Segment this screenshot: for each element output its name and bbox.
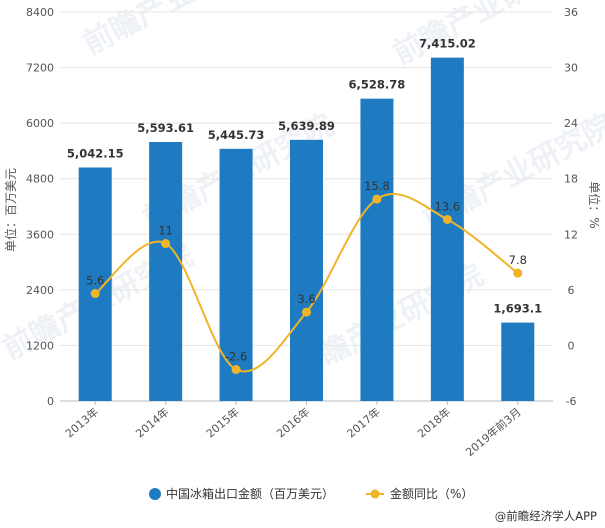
- y-right-tick-label: 0: [568, 339, 575, 352]
- x-tick-label: 2013年: [62, 405, 101, 441]
- y-right-tick-label: 24: [564, 117, 578, 130]
- y-left-tick-label: 0: [47, 395, 54, 408]
- y-right-tick-label: 6: [568, 284, 575, 297]
- bar: [78, 167, 112, 401]
- x-axis: 2013年 2014年 2015年 2016年 2017年 2018年 2019年前3月: [62, 401, 524, 459]
- line-data-label: 11: [158, 224, 173, 238]
- y-axis-left-title: 单位：百万美元: [3, 168, 18, 252]
- bar-data-label: 1,693.1: [493, 302, 542, 316]
- line-point: [442, 214, 452, 224]
- x-tick-label: 2018年: [414, 405, 453, 441]
- line-point: [513, 268, 523, 278]
- y-left-tick-label: 8400: [26, 6, 54, 19]
- line-data-label: 5.6: [86, 274, 104, 288]
- bar-data-label: 5,445.73: [208, 128, 265, 142]
- line-point: [231, 365, 241, 375]
- x-tick-label: 2015年: [203, 405, 242, 441]
- watermark-text: 前瞻产业研究院: [387, 0, 589, 72]
- bar-series: [78, 57, 535, 402]
- bar: [430, 57, 464, 402]
- y-axis-right-title: 单位：%: [587, 181, 602, 228]
- x-tick-label: 2017年: [344, 405, 383, 441]
- y-left-tick-label: 3600: [26, 228, 54, 241]
- line-point: [90, 289, 100, 299]
- y-left-tick-label: 2400: [26, 284, 54, 297]
- line-point: [302, 307, 311, 317]
- bar: [360, 98, 394, 401]
- line-data-label: 7.8: [509, 253, 527, 267]
- bar: [290, 139, 323, 401]
- bar-data-labels: 5,042.15 5,593.61 5,445.73 5,639.89 6,528.78…: [67, 37, 542, 316]
- line-data-label: 15.8: [364, 179, 390, 193]
- x-tick-label: 2014年: [133, 405, 172, 441]
- bar-data-label: 5,639.89: [278, 119, 335, 133]
- line-series: [90, 193, 523, 375]
- y-right-tick-label: 30: [564, 62, 578, 75]
- line-data-label: 13.6: [435, 199, 461, 213]
- y-left-tick-label: 4800: [26, 173, 54, 186]
- bar-data-label: 5,042.15: [67, 147, 124, 161]
- y-axis-right: -6 0 6 12 18 24 30 36: [564, 6, 578, 408]
- legend: 中国冰箱出口金额（百万美元） 金额同比（%）: [149, 486, 473, 501]
- y-left-tick-label: 7200: [26, 62, 54, 75]
- y-right-tick-label: 12: [564, 228, 578, 241]
- legend-bar-marker: [149, 488, 161, 500]
- legend-line-label: 金额同比（%）: [390, 486, 473, 501]
- line-point: [372, 194, 382, 204]
- legend-bar-label: 中国冰箱出口金额（百万美元）: [166, 486, 334, 501]
- line-data-label: -2.6: [225, 350, 247, 364]
- line-data-labels: 5.6 11 -2.6 3.6 15.8 13.6 7.8: [86, 179, 527, 363]
- legend-line-dot: [370, 489, 380, 499]
- bar: [149, 141, 183, 401]
- x-tick-label: 2019年前3月: [463, 405, 524, 459]
- y-left-tick-label: 6000: [26, 117, 54, 130]
- bar-data-label: 6,528.78: [349, 78, 406, 92]
- bar-data-label: 7,415.02: [419, 37, 476, 51]
- y-right-tick-label: -6: [566, 395, 577, 408]
- line-data-label: 3.6: [297, 292, 315, 306]
- y-right-tick-label: 18: [564, 173, 578, 186]
- y-left-tick-label: 1200: [26, 339, 54, 352]
- x-tick-label: 2016年: [274, 405, 313, 441]
- y-right-tick-label: 36: [564, 6, 578, 19]
- line-point: [161, 239, 171, 249]
- y-axis-left: 0 1200 2400 3600 4800 6000 7200 8400: [26, 6, 54, 408]
- footer-brand: @前瞻经济学人APP: [495, 509, 597, 523]
- watermark-text: 前瞻产业研究院: [77, 0, 279, 62]
- bar-data-label: 5,593.61: [137, 121, 194, 135]
- bar: [501, 322, 535, 401]
